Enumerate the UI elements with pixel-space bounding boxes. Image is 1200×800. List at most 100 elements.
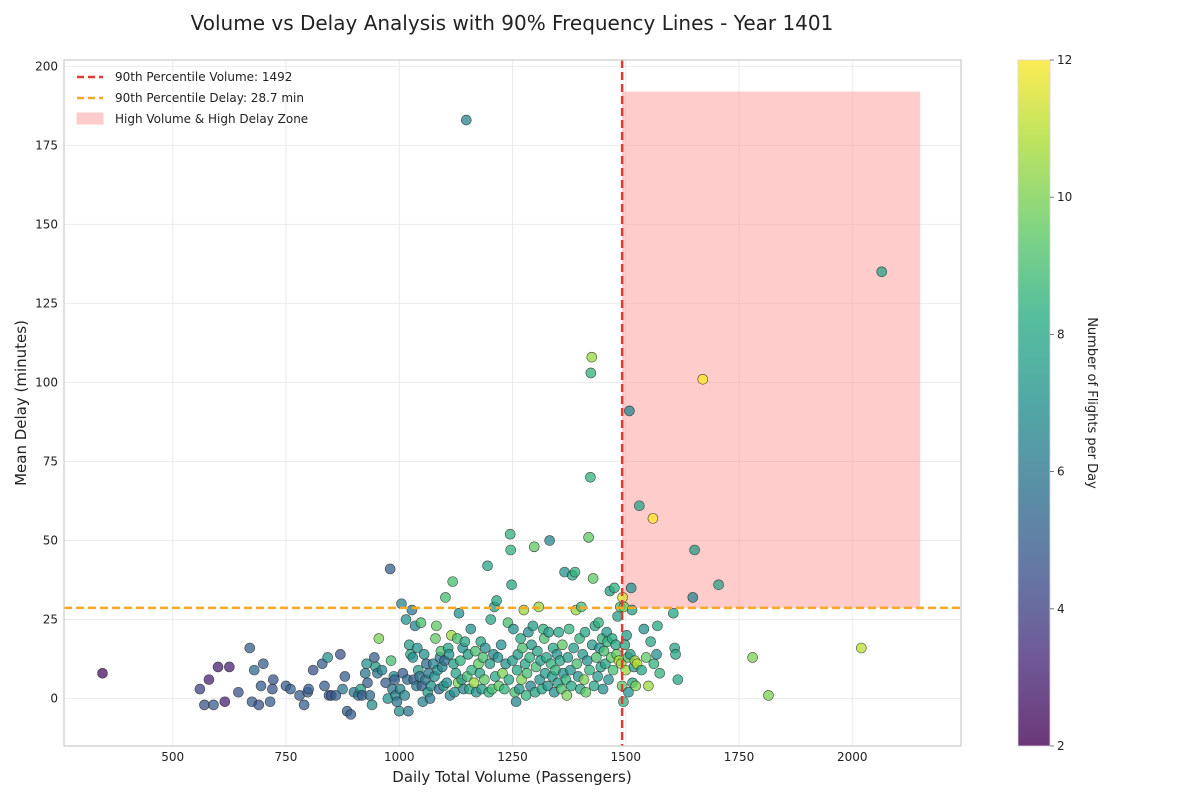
- data-point: [233, 686, 244, 698]
- x-tick-label: 1750: [724, 750, 755, 764]
- data-point: [856, 642, 867, 654]
- data-point: [208, 699, 219, 711]
- data-point: [373, 633, 385, 644]
- data-point: [581, 655, 593, 666]
- data-point: [610, 639, 622, 651]
- data-point: [648, 658, 660, 670]
- y-tick-label: 100: [35, 375, 58, 389]
- data-point: [359, 667, 371, 679]
- data-point: [553, 626, 565, 638]
- y-tick-label: 175: [35, 138, 58, 152]
- data-point: [687, 592, 699, 603]
- data-point: [636, 664, 647, 676]
- data-point: [520, 690, 532, 701]
- data-point: [747, 652, 758, 663]
- legend: 90th Percentile Volume: 1492 90th Percen…: [76, 70, 308, 126]
- data-point: [399, 690, 410, 701]
- data-point: [319, 680, 330, 692]
- data-point: [470, 645, 481, 657]
- data-point: [441, 677, 453, 689]
- colorbar-tick-label: 6: [1057, 465, 1065, 479]
- data-point: [521, 667, 533, 679]
- colorbar-tick-label: 4: [1057, 602, 1065, 616]
- data-point: [511, 664, 523, 676]
- data-point: [330, 690, 342, 701]
- y-tick-label: 75: [43, 454, 58, 468]
- data-point: [518, 604, 530, 616]
- colorbar-tick-label: 2: [1057, 739, 1065, 753]
- data-point: [543, 626, 555, 638]
- data-point: [337, 683, 348, 695]
- data-point: [499, 683, 510, 695]
- x-tick-label: 750: [275, 750, 298, 764]
- data-point: [194, 683, 206, 695]
- data-point: [638, 623, 650, 635]
- data-point: [482, 560, 493, 572]
- data-point: [557, 639, 568, 651]
- y-tick-label: 0: [50, 692, 58, 706]
- x-tick-label: 2000: [837, 750, 868, 764]
- data-point: [440, 592, 451, 603]
- data-point: [568, 642, 579, 654]
- data-point: [443, 649, 455, 660]
- x-tick-label: 500: [161, 750, 184, 764]
- plot-frame: [63, 59, 962, 747]
- data-point: [412, 642, 423, 654]
- data-point: [384, 563, 396, 575]
- data-point: [670, 649, 681, 660]
- data-point: [652, 620, 663, 632]
- data-point: [626, 604, 638, 616]
- data-point: [586, 351, 598, 363]
- data-point: [199, 699, 210, 711]
- data-point: [643, 680, 654, 692]
- data-point: [585, 367, 597, 379]
- data-point: [585, 471, 596, 483]
- y-tick-label: 200: [35, 59, 58, 73]
- data-point: [480, 642, 491, 654]
- data-point: [400, 614, 412, 625]
- data-points: [97, 114, 888, 720]
- data-point: [219, 696, 231, 708]
- data-point: [403, 705, 414, 717]
- x-tick-label: 1250: [497, 750, 528, 764]
- data-point: [453, 607, 465, 619]
- data-point: [393, 705, 405, 717]
- data-point: [580, 686, 592, 698]
- x-tick-label: 1000: [384, 750, 415, 764]
- data-point: [97, 667, 108, 679]
- y-axis-title: Mean Delay (minutes): [12, 320, 30, 486]
- data-point: [447, 576, 459, 587]
- legend-delay-label: 90th Percentile Delay: 28.7 min: [115, 91, 304, 105]
- data-point: [322, 652, 333, 663]
- data-point: [593, 617, 604, 629]
- data-point: [583, 532, 594, 543]
- colorbar: [1017, 59, 1051, 747]
- data-point: [597, 683, 609, 695]
- y-tick-label: 25: [43, 613, 58, 627]
- data-point: [517, 642, 528, 654]
- data-point: [415, 617, 427, 629]
- data-point: [651, 649, 662, 660]
- data-point: [424, 693, 436, 704]
- data-point: [563, 623, 575, 635]
- data-point: [598, 645, 610, 657]
- data-point: [362, 677, 373, 689]
- data-point: [307, 664, 319, 676]
- data-point: [366, 699, 378, 711]
- data-point: [654, 667, 666, 679]
- data-point: [562, 652, 574, 663]
- data-point: [253, 699, 265, 711]
- data-point: [591, 652, 602, 663]
- data-point: [465, 623, 477, 635]
- data-point: [876, 266, 888, 278]
- data-point: [255, 680, 267, 692]
- data-point: [258, 658, 269, 670]
- data-point: [485, 614, 497, 625]
- data-point: [418, 649, 430, 660]
- data-point: [697, 373, 709, 385]
- data-point: [244, 642, 256, 654]
- colorbar-title: Number of Flights per Day: [1084, 317, 1099, 489]
- data-point: [609, 582, 620, 594]
- data-point: [407, 652, 419, 663]
- data-point: [460, 114, 472, 126]
